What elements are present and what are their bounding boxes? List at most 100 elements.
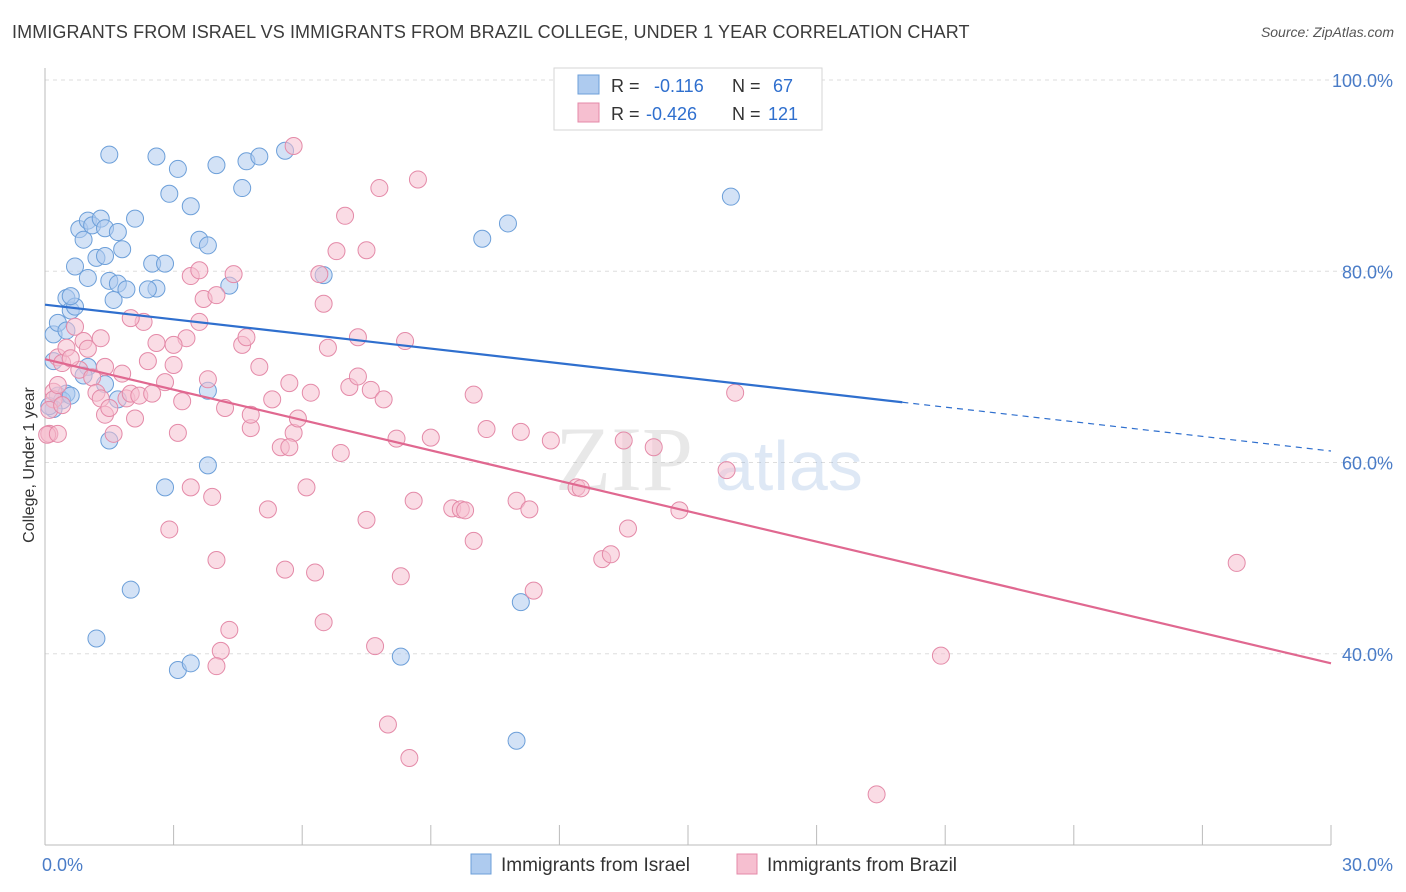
data-point-brazil: [78, 339, 97, 358]
data-point-brazil: [391, 567, 410, 586]
data-point-israel: [198, 456, 217, 475]
data-point-brazil: [314, 613, 333, 632]
data-point-israel: [100, 145, 119, 164]
data-point-israel: [168, 159, 187, 178]
data-point-brazil: [207, 551, 226, 570]
data-point-brazil: [464, 531, 483, 550]
data-point-brazil: [404, 491, 423, 510]
data-point-brazil: [336, 206, 355, 225]
data-point-brazil: [374, 390, 393, 409]
stats-box: R = -0.116 N = 67 R = -0.426 N = 121: [553, 67, 823, 131]
data-point-brazil: [348, 367, 367, 386]
data-point-israel: [473, 229, 492, 248]
legend-label-israel: Immigrants from Israel: [501, 855, 690, 876]
data-point-brazil: [66, 317, 85, 336]
data-point-israel: [113, 240, 132, 259]
data-point-brazil: [520, 500, 539, 519]
chart-title: IMMIGRANTS FROM ISRAEL VS IMMIGRANTS FRO…: [12, 22, 970, 42]
data-point-brazil: [258, 500, 277, 519]
data-point-israel: [74, 230, 93, 249]
data-point-brazil: [220, 620, 239, 639]
trend-line-israel: [44, 303, 903, 404]
stats-brazil-r-value: -0.426: [646, 104, 697, 124]
data-point-brazil: [357, 510, 376, 529]
data-point-brazil: [327, 242, 346, 261]
data-point-brazil: [164, 335, 183, 354]
data-point-brazil: [211, 641, 230, 660]
axes: [44, 68, 1332, 846]
y-tick-label: 40.0%: [1342, 645, 1393, 665]
data-point-brazil: [147, 333, 166, 352]
data-point-israel: [160, 184, 179, 203]
data-point-brazil: [511, 422, 530, 441]
data-point-brazil: [173, 392, 192, 411]
data-point-brazil: [241, 405, 260, 424]
data-point-israel: [126, 209, 145, 228]
data-point-brazil: [931, 646, 950, 665]
trend-lines: [44, 303, 1332, 665]
stats-israel-r-label: R =: [611, 76, 640, 96]
data-point-israel: [117, 280, 136, 299]
data-point-brazil: [280, 374, 299, 393]
data-point-brazil: [126, 409, 145, 428]
data-point-brazil: [314, 294, 333, 313]
data-point-brazil: [207, 286, 226, 305]
legend: Immigrants from Israel Immigrants from B…: [470, 853, 957, 876]
data-point-brazil: [524, 581, 543, 600]
data-point-brazil: [1227, 553, 1246, 572]
data-point-israel: [250, 147, 269, 166]
data-point-brazil: [644, 438, 663, 457]
data-point-brazil: [138, 352, 157, 371]
data-point-brazil: [276, 560, 295, 579]
data-point-brazil: [318, 338, 337, 357]
x-tick-label: 0.0%: [42, 855, 83, 875]
trend-line-brazil: [44, 358, 1332, 665]
data-point-brazil: [207, 657, 226, 676]
data-point-brazil: [237, 328, 256, 347]
series-israel-points: [40, 141, 740, 750]
data-point-brazil: [48, 424, 67, 443]
data-point-israel: [511, 593, 530, 612]
data-point-brazil: [310, 265, 329, 284]
y-tick-label: 60.0%: [1342, 454, 1393, 474]
data-point-israel: [156, 478, 175, 497]
data-point-brazil: [601, 545, 620, 564]
data-point-brazil: [250, 357, 269, 376]
data-point-brazil: [378, 715, 397, 734]
data-point-brazil: [96, 357, 115, 376]
data-point-israel: [181, 197, 200, 216]
data-point-brazil: [400, 748, 419, 767]
data-point-israel: [61, 287, 80, 306]
data-point-brazil: [100, 398, 119, 417]
data-point-israel: [721, 187, 740, 206]
data-point-brazil: [121, 309, 140, 328]
data-point-brazil: [361, 380, 380, 399]
data-point-brazil: [507, 491, 526, 510]
stats-israel-n-label: N =: [732, 76, 761, 96]
data-point-brazil: [357, 241, 376, 260]
trend-line-israel-extension: [902, 401, 1332, 452]
data-point-brazil: [456, 501, 475, 520]
data-point-brazil: [190, 261, 209, 280]
data-point-israel: [87, 629, 106, 648]
data-point-brazil: [867, 785, 886, 804]
tick-labels: 100.0% 80.0% 60.0% 40.0% 0.0% 30.0%: [42, 71, 1393, 875]
y-tick-label: 100.0%: [1332, 71, 1393, 91]
data-point-brazil: [168, 423, 187, 442]
x-tick-label: 30.0%: [1342, 855, 1393, 875]
data-point-brazil: [464, 385, 483, 404]
watermark: ZIP atlas: [555, 408, 863, 510]
data-point-israel: [108, 223, 127, 242]
data-point-israel: [147, 147, 166, 166]
stats-israel-n-value: 67: [773, 76, 793, 96]
y-tick-label: 80.0%: [1342, 262, 1393, 282]
data-point-israel: [181, 654, 200, 673]
data-point-brazil: [104, 424, 123, 443]
data-point-brazil: [280, 438, 299, 457]
data-point-israel: [233, 179, 252, 198]
data-point-brazil: [408, 170, 427, 189]
data-point-brazil: [160, 520, 179, 539]
data-point-israel: [391, 647, 410, 666]
data-point-israel: [96, 246, 115, 265]
